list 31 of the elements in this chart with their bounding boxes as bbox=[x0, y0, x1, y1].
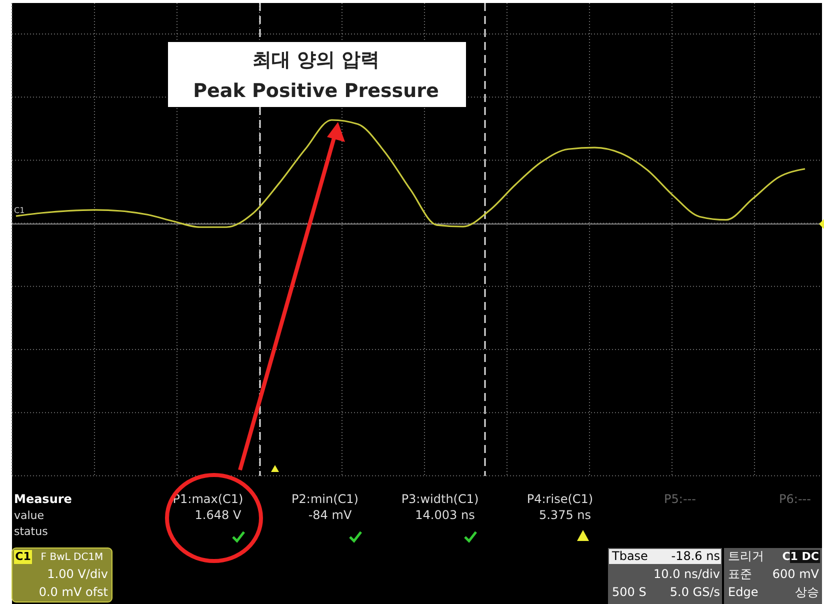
text: Peak Positive Pressure bbox=[193, 80, 439, 102]
text: P4:rise(C1) bbox=[526, 492, 594, 506]
text: status bbox=[14, 525, 48, 538]
text: -18.6 ns bbox=[671, 549, 720, 563]
text: 600 mV bbox=[772, 567, 820, 581]
text: 트리거 bbox=[728, 549, 764, 563]
text: -84 mV bbox=[308, 508, 352, 522]
annotation: C1 bbox=[14, 206, 25, 215]
text: F BwL DC1M bbox=[40, 552, 104, 563]
text: 표준 bbox=[728, 567, 752, 581]
text: P1:max(C1) bbox=[172, 492, 244, 506]
text: C1 bbox=[15, 550, 31, 563]
text: 1.00 V/div bbox=[47, 567, 108, 581]
text: 0.0 mV ofst bbox=[38, 585, 108, 599]
text: Measure bbox=[14, 492, 72, 506]
text: 5.0 GS/s bbox=[670, 585, 720, 599]
text: Edge bbox=[728, 585, 758, 599]
text: 10.0 ns/div bbox=[654, 567, 720, 581]
text: Tbase bbox=[611, 549, 648, 563]
text: P3:width(C1) bbox=[401, 492, 479, 506]
text: 최대 양의 압력 bbox=[252, 49, 380, 71]
text: 1.648 V bbox=[194, 508, 242, 522]
text: 14.003 ns bbox=[415, 508, 475, 522]
text: C1 DC bbox=[782, 550, 819, 563]
text: 상승 bbox=[795, 585, 819, 599]
text: P2:min(C1) bbox=[292, 492, 358, 506]
text: P6:--- bbox=[779, 492, 811, 506]
text: 5.375 ns bbox=[538, 508, 592, 522]
text: P5:--- bbox=[664, 492, 696, 506]
text: value bbox=[14, 509, 44, 522]
text: 500 S bbox=[612, 585, 646, 599]
